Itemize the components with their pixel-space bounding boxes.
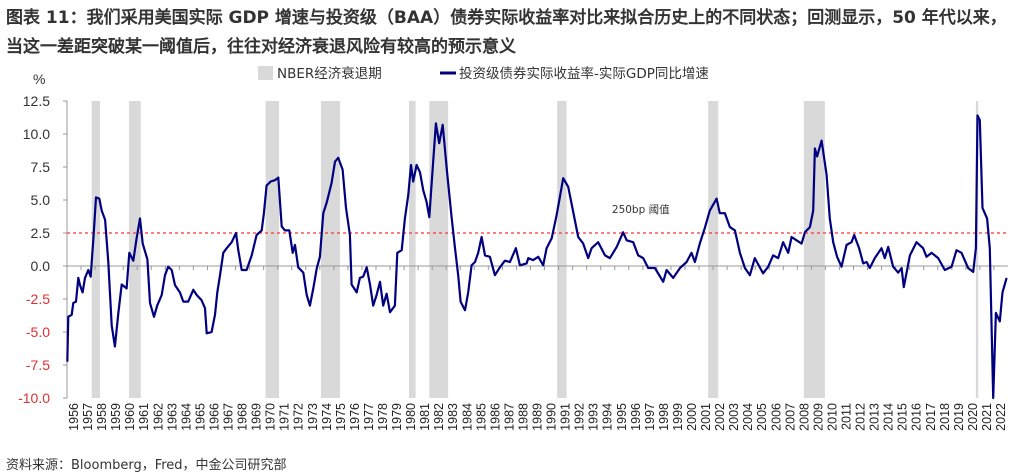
x-tick-label: 1970 bbox=[264, 403, 278, 431]
x-tick-label: 1965 bbox=[193, 403, 207, 431]
x-tick-label: 1997 bbox=[643, 403, 657, 431]
x-tick-label: 1957 bbox=[81, 403, 95, 431]
x-tick-label: 1961 bbox=[137, 403, 151, 431]
x-tick-label: 1979 bbox=[390, 403, 404, 431]
recession-bar bbox=[265, 101, 280, 398]
x-tick-label: 2019 bbox=[952, 403, 966, 431]
x-tick-label: 1967 bbox=[222, 403, 236, 431]
y-tick-label: 7.5 bbox=[31, 159, 51, 175]
x-tick-label: 1972 bbox=[292, 403, 306, 431]
y-tick-label: -5.0 bbox=[26, 324, 50, 340]
x-tick-label: 1989 bbox=[531, 403, 545, 431]
x-tick-label: 2012 bbox=[854, 403, 868, 431]
x-tick-label: 1994 bbox=[601, 403, 615, 431]
x-tick-label: 1984 bbox=[460, 403, 474, 431]
y-tick-label: 0.0 bbox=[31, 258, 51, 274]
x-tick-label: 1966 bbox=[207, 403, 221, 431]
x-tick-label: 2001 bbox=[699, 403, 713, 431]
x-tick-label: 1999 bbox=[671, 403, 685, 431]
x-tick-label: 2018 bbox=[938, 403, 952, 431]
recession-bar bbox=[803, 101, 825, 398]
x-tick-label: 1971 bbox=[278, 403, 292, 431]
recession-bar bbox=[91, 101, 100, 398]
x-tick-label: 2007 bbox=[783, 403, 797, 431]
legend-recession-swatch bbox=[258, 66, 273, 80]
chart: NBER经济衰退期 投资级债券实际收益率-实际GDP同比增速 % 12.5 10.… bbox=[18, 65, 1008, 431]
y-tick-label: 12.5 bbox=[23, 93, 50, 109]
x-tick-label: 1976 bbox=[348, 403, 362, 431]
x-tick-label: 1956 bbox=[67, 403, 81, 431]
recession-bar bbox=[320, 101, 340, 398]
y-tick-label: 5.0 bbox=[31, 192, 51, 208]
x-tick-label: 1969 bbox=[250, 403, 264, 431]
x-tick-label: 1986 bbox=[488, 403, 502, 431]
x-tick-label: 1991 bbox=[559, 403, 573, 431]
source-note: 资料来源：Bloomberg，Fred，中金公司研究部 bbox=[6, 458, 287, 473]
x-tick-label: 2011 bbox=[839, 403, 853, 430]
x-tick-label: 2013 bbox=[868, 403, 882, 431]
x-tick-label: 1981 bbox=[418, 403, 432, 431]
x-tick-label: 1998 bbox=[657, 403, 671, 431]
x-tick-label: 1978 bbox=[376, 403, 390, 431]
x-tick-label: 1992 bbox=[573, 403, 587, 431]
legend-recession-label: NBER经济衰退期 bbox=[277, 65, 382, 82]
y-axis-unit: % bbox=[33, 71, 45, 87]
x-tick-label: 2015 bbox=[896, 403, 910, 431]
x-tick-label: 1980 bbox=[404, 403, 418, 431]
x-tick-label: 2003 bbox=[727, 403, 741, 431]
x-tick-label: 1959 bbox=[109, 403, 123, 431]
x-tick-label: 2017 bbox=[924, 403, 938, 431]
x-tick-label: 1983 bbox=[446, 403, 460, 431]
x-tick-label: 2005 bbox=[755, 403, 769, 431]
x-tick-label: 2004 bbox=[741, 403, 755, 431]
legend-series-label: 投资级债券实际收益率-实际GDP同比增速 bbox=[459, 65, 709, 82]
recession-bar bbox=[975, 101, 979, 398]
x-tick-label: 2006 bbox=[769, 403, 783, 431]
x-tick-label: 2016 bbox=[910, 403, 924, 431]
x-tick-label: 2002 bbox=[713, 403, 727, 431]
recession-bar bbox=[557, 101, 567, 398]
x-tick-label: 2014 bbox=[882, 403, 896, 431]
y-tick-label: -7.5 bbox=[26, 357, 50, 373]
x-tick-label: 1977 bbox=[362, 403, 376, 431]
threshold-label: 250bp 阈值 bbox=[612, 203, 670, 216]
x-tick-label: 1993 bbox=[587, 403, 601, 431]
legend: NBER经济衰退期 投资级债券实际收益率-实际GDP同比增速 bbox=[258, 65, 709, 82]
x-tick-label: 1968 bbox=[236, 403, 250, 431]
x-tick-label: 2010 bbox=[825, 403, 839, 431]
x-tick-label: 1985 bbox=[474, 403, 488, 431]
x-tick-label: 1963 bbox=[165, 403, 179, 431]
x-tick-label: 2022 bbox=[994, 403, 1008, 431]
y-tick-label: -2.5 bbox=[26, 291, 50, 307]
x-tick-label: 2020 bbox=[966, 403, 980, 431]
x-tick-label: 2008 bbox=[797, 403, 811, 431]
x-tick-label: 1987 bbox=[502, 403, 516, 431]
x-tick-label: 1990 bbox=[545, 403, 559, 431]
x-tick-label: 1996 bbox=[629, 403, 643, 431]
recession-bar bbox=[708, 101, 719, 398]
x-tick-label: 1964 bbox=[179, 403, 193, 431]
y-tick-label: -10.0 bbox=[18, 390, 50, 406]
x-tick-label: 2009 bbox=[811, 403, 825, 431]
x-tick-label: 2021 bbox=[980, 403, 994, 431]
x-tick-label: 2000 bbox=[685, 403, 699, 431]
recession-bar bbox=[429, 101, 449, 398]
recession-bar bbox=[409, 101, 416, 398]
x-tick-label: 1988 bbox=[516, 403, 530, 431]
y-tick-label: 10.0 bbox=[23, 126, 50, 142]
x-tick-label: 1975 bbox=[334, 403, 348, 431]
x-tick-label: 1982 bbox=[432, 403, 446, 431]
x-tick-label: 1962 bbox=[151, 403, 165, 431]
x-tick-label: 1958 bbox=[95, 403, 109, 431]
x-tick-label: 1974 bbox=[320, 403, 334, 431]
x-tick-label: 1973 bbox=[306, 403, 320, 431]
x-tick-label: 1995 bbox=[615, 403, 629, 431]
series-line bbox=[66, 114, 1008, 400]
chart-title: 图表 11：我们采用美国实际 GDP 增速与投资级（BAA）债券实际收益率对比来… bbox=[6, 8, 1007, 57]
y-tick-label: 2.5 bbox=[31, 225, 51, 241]
x-tick-label: 1960 bbox=[123, 403, 137, 431]
